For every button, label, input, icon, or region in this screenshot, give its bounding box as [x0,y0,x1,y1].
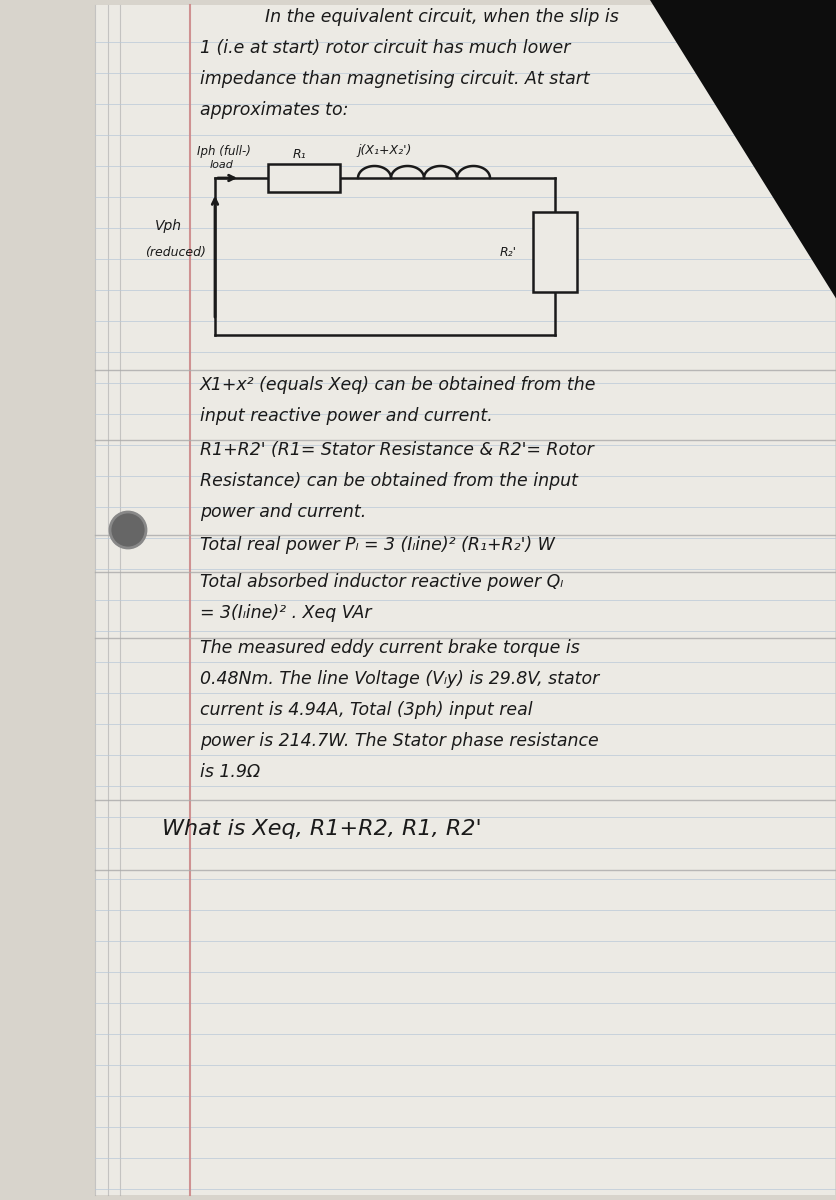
FancyBboxPatch shape [95,5,834,1195]
Text: X1+x² (equals Xeq) can be obtained from the: X1+x² (equals Xeq) can be obtained from … [200,376,596,394]
Text: R1+R2' (R1= Stator Resistance & R2'= Rotor: R1+R2' (R1= Stator Resistance & R2'= Rot… [200,440,593,458]
Text: R₂': R₂' [499,246,517,258]
Text: Iph (full-): Iph (full-) [196,145,251,158]
Bar [268,164,339,192]
Text: R₁: R₁ [292,148,305,161]
Text: 0.48Nm. The line Voltage (Vₗy) is 29.8V, stator: 0.48Nm. The line Voltage (Vₗy) is 29.8V,… [200,670,599,688]
Text: current is 4.94A, Total (3ph) input real: current is 4.94A, Total (3ph) input real [200,701,532,719]
Text: (reduced): (reduced) [145,246,206,259]
Circle shape [110,512,145,548]
Text: Resistance) can be obtained from the input: Resistance) can be obtained from the inp… [200,472,578,490]
Text: power is 214.7W. The Stator phase resistance: power is 214.7W. The Stator phase resist… [200,732,598,750]
Text: = 3(Iₗine)² . Xeq VAr: = 3(Iₗine)² . Xeq VAr [200,604,371,622]
Text: Vph: Vph [155,218,181,233]
Polygon shape [499,0,836,200]
Text: 1 (i.e at start) rotor circuit has much lower: 1 (i.e at start) rotor circuit has much … [200,38,569,56]
Text: power and current.: power and current. [200,503,366,521]
Text: Total absorbed inductor reactive power Qₗ: Total absorbed inductor reactive power Q… [200,572,563,590]
Text: The measured eddy current brake torque is: The measured eddy current brake torque i… [200,638,579,658]
Text: load: load [210,160,233,170]
Text: approximates to:: approximates to: [200,101,348,119]
Text: is 1.9Ω: is 1.9Ω [200,763,260,781]
Polygon shape [650,0,836,300]
Text: In the equivalent circuit, when the slip is: In the equivalent circuit, when the slip… [265,8,618,26]
Text: impedance than magnetising circuit. At start: impedance than magnetising circuit. At s… [200,70,589,88]
Text: What is Xeq, R1+R2, R1, R2': What is Xeq, R1+R2, R1, R2' [162,818,481,839]
Text: j(X₁+X₂'): j(X₁+X₂') [357,144,411,157]
Text: Total real power Pₗ = 3 (Iₗine)² (R₁+R₂') W: Total real power Pₗ = 3 (Iₗine)² (R₁+R₂'… [200,536,554,554]
Bar [533,212,576,292]
Text: input reactive power and current.: input reactive power and current. [200,407,492,425]
